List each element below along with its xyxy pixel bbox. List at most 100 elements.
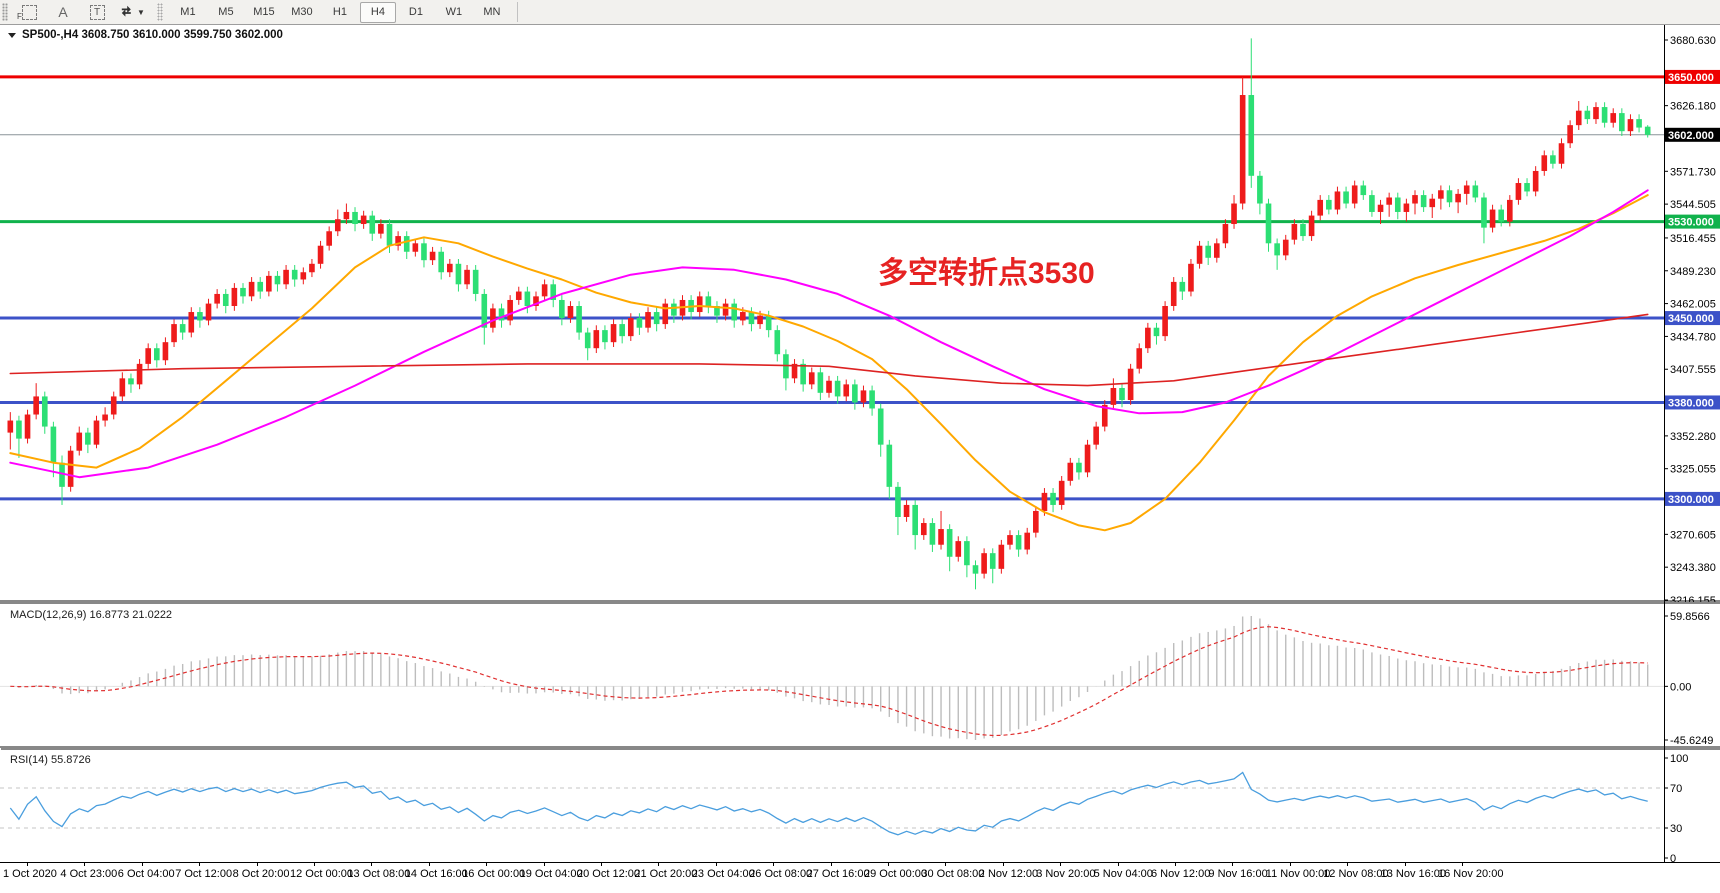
svg-text:3530.000: 3530.000 <box>1668 217 1714 229</box>
candle <box>1601 102 1608 128</box>
candle <box>731 298 738 328</box>
candle <box>1463 180 1470 205</box>
timeframe-button-h4[interactable]: H4 <box>359 1 396 23</box>
timeframe-button-m15[interactable]: M15 <box>253 6 275 18</box>
text-tool-button[interactable]: T <box>81 1 113 23</box>
price-tick-label: 3434.780 <box>1670 331 1716 343</box>
svg-text:3450.000: 3450.000 <box>1668 313 1714 325</box>
crosshair-grid-icon[interactable]: F <box>13 1 45 23</box>
price-badge: 3380.000 <box>1665 395 1720 410</box>
candle <box>300 267 307 285</box>
candle <box>421 238 427 268</box>
candle <box>998 539 1005 574</box>
timeframe-button-d1[interactable]: D1 <box>408 6 423 18</box>
toolbar: F A T ▼ M1 M5 M15 M30 H1 H4 D1 W1 MN <box>0 0 1720 25</box>
candle <box>7 412 14 450</box>
arrows-tool-button[interactable]: ▼ <box>115 1 150 23</box>
macd-label: MACD(12,26,9) 16.8773 21.0222 <box>10 609 172 621</box>
candle <box>266 271 272 297</box>
price-tick-label: 3680.630 <box>1670 35 1716 47</box>
price-badge: 3450.000 <box>1665 311 1720 326</box>
macd-indicator-pane[interactable]: MACD(12,26,9) 16.8773 21.0222 59.8566 0.00… <box>0 602 1720 748</box>
rsi-axis-label: 70 <box>1670 783 1682 795</box>
candle <box>903 500 910 522</box>
candle <box>240 283 246 304</box>
candle <box>1429 193 1436 218</box>
candle <box>1188 258 1194 297</box>
symbol-header[interactable]: SP500-,H4 3608.750 3610.000 3599.750 360… <box>8 29 283 41</box>
candle <box>67 445 74 492</box>
candle <box>1558 138 1565 169</box>
candle <box>110 391 117 420</box>
toolbar-separator-line <box>516 2 518 22</box>
candle <box>438 246 445 280</box>
label-a-tool-button[interactable]: A <box>58 4 68 20</box>
timeframe-button-m5[interactable]: M5 <box>218 6 234 18</box>
text-t-icon: T <box>89 4 105 20</box>
candle <box>171 319 177 347</box>
candle <box>102 407 108 427</box>
price-badge: 3300.000 <box>1665 491 1720 506</box>
candle <box>16 415 22 458</box>
timeframe-button-mn[interactable]: MN <box>483 6 501 18</box>
candle <box>1205 240 1211 266</box>
time-axis-tick <box>1002 863 1004 866</box>
candle <box>1308 210 1315 241</box>
candle <box>1317 195 1324 221</box>
candle <box>334 209 341 237</box>
timeframe-button-h1[interactable]: H1 <box>332 6 347 18</box>
candle <box>1455 189 1461 214</box>
candle <box>869 385 875 416</box>
price-tick-label: 3626.180 <box>1670 101 1716 113</box>
main-chart-pane[interactable]: 3680.630 3626.180 3571.730 3544.505 3516.455… <box>0 25 1720 602</box>
time-axis-tick <box>1289 863 1291 866</box>
candle <box>1644 125 1651 138</box>
candle <box>584 327 591 361</box>
candle <box>41 391 48 434</box>
candle <box>1162 301 1168 341</box>
time-axis-tick <box>314 863 315 866</box>
time-axis-tick <box>1175 863 1176 866</box>
rsi-indicator-pane[interactable]: RSI(14) 55.8726 100 70 30 0 <box>0 748 1720 862</box>
toolbar-drag-handle[interactable] <box>2 3 8 21</box>
timeframe-button-m1[interactable]: M1 <box>180 6 196 18</box>
candle <box>395 231 401 251</box>
candle <box>619 319 625 344</box>
candle <box>24 409 31 444</box>
candle <box>662 298 669 329</box>
candle <box>85 427 91 454</box>
candle <box>412 238 419 257</box>
candle <box>1360 180 1367 200</box>
svg-text:3380.000: 3380.000 <box>1668 397 1714 409</box>
arrows-icon <box>121 5 131 17</box>
time-axis-tick <box>1347 863 1349 866</box>
candle <box>559 295 565 326</box>
candle <box>1222 219 1229 249</box>
time-axis-label: 16 Nov 20:00 <box>1438 868 1504 880</box>
candle <box>826 375 832 398</box>
candle <box>1170 277 1177 311</box>
candle <box>610 319 617 347</box>
price-tick-label: 3571.730 <box>1670 166 1716 178</box>
candle <box>1119 383 1125 408</box>
ma-mid-line <box>9 189 1649 479</box>
time-axis-label: 12 Nov 08:00 <box>1323 868 1389 880</box>
price-badge: 3650.000 <box>1665 69 1720 84</box>
timeframe-button-m30[interactable]: M30 <box>291 6 313 18</box>
candle <box>541 279 548 302</box>
chevron-down-icon: ▼ <box>137 7 145 17</box>
time-axis[interactable]: 1 Oct 2020 4 Oct 23:00 6 Oct 04:00 7 Oct 12… <box>0 862 1720 893</box>
price-tick-label: 3352.280 <box>1670 431 1716 443</box>
candle <box>1550 150 1556 169</box>
candle <box>317 240 324 269</box>
time-axis-label: 6 Nov 12:00 <box>1151 868 1211 880</box>
candle <box>653 307 660 332</box>
candle <box>136 359 143 390</box>
time-axis-label: 7 Oct 12:00 <box>175 868 233 880</box>
candle <box>852 379 858 410</box>
candle <box>834 375 841 404</box>
timeframe-button-w1[interactable]: W1 <box>445 6 463 18</box>
candle <box>1239 76 1246 210</box>
candle <box>550 279 557 308</box>
price-tick-label: 3462.005 <box>1670 299 1716 311</box>
